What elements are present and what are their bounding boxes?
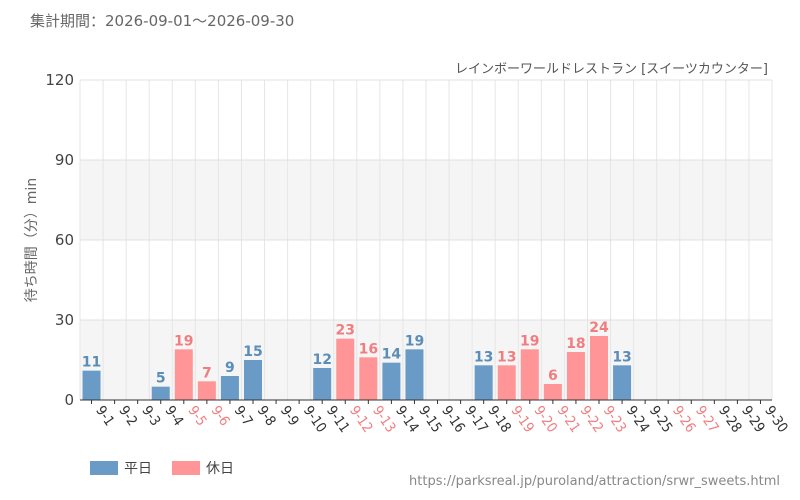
- x-tick-label-9-5: 9-5: [185, 403, 210, 429]
- bar-9-21: [543, 384, 562, 400]
- value-label-9-19: 13: [497, 349, 516, 365]
- bar-9-6: [197, 381, 216, 400]
- y-axis-label: 待ち時間（分）min: [24, 178, 40, 302]
- bar-9-11: [313, 368, 332, 400]
- chart-bars: [82, 336, 632, 400]
- y-tick-label: 60: [55, 231, 74, 249]
- bar-9-4: [151, 386, 170, 400]
- x-tick-label-9-6: 9-6: [208, 403, 233, 429]
- x-tick-label-9-19: 9-19: [507, 403, 537, 436]
- x-tick-label-9-22: 9-22: [577, 403, 607, 436]
- bar-9-12: [336, 338, 355, 400]
- x-tick-label-9-9: 9-9: [277, 403, 302, 429]
- x-tick-label-9-14: 9-14: [392, 403, 422, 436]
- bar-9-5: [174, 349, 193, 400]
- value-label-9-15: 19: [405, 333, 424, 349]
- value-label-9-1: 11: [82, 355, 101, 371]
- value-label-9-6: 7: [202, 365, 212, 381]
- x-tick-label-9-11: 9-11: [323, 403, 353, 436]
- bar-9-8: [244, 360, 262, 400]
- legend-item-holiday: 休日: [172, 458, 234, 478]
- source-url[interactable]: https://parksreal.jp/puroland/attraction…: [409, 474, 780, 489]
- x-tick-label-9-12: 9-12: [346, 403, 376, 436]
- x-tick-label-9-20: 9-20: [531, 403, 561, 436]
- x-tick-label-9-23: 9-23: [600, 403, 630, 436]
- legend-swatch-weekday: [90, 461, 118, 475]
- bar-9-13: [359, 357, 378, 400]
- x-tick-label-9-26: 9-26: [669, 403, 699, 436]
- bar-9-19: [497, 365, 516, 400]
- x-tick-label-9-30: 9-30: [761, 403, 791, 436]
- value-label-9-13: 16: [359, 341, 378, 357]
- chart-legend: 平日 休日: [90, 458, 234, 478]
- bar-9-1: [82, 370, 101, 400]
- value-label-9-21: 6: [548, 368, 558, 384]
- value-label-9-24: 13: [612, 349, 631, 365]
- x-tick-label-9-15: 9-15: [415, 403, 445, 436]
- x-tick-label-9-17: 9-17: [461, 403, 491, 436]
- bar-9-18: [474, 365, 493, 400]
- legend-swatch-holiday: [172, 461, 200, 475]
- x-tick-label-9-21: 9-21: [554, 403, 584, 436]
- x-tick-label-9-13: 9-13: [369, 403, 399, 436]
- x-tick-label-9-27: 9-27: [692, 403, 722, 436]
- x-tick-label-9-3: 9-3: [138, 403, 163, 429]
- bar-9-23: [590, 336, 608, 400]
- bar-9-14: [382, 362, 401, 400]
- value-label-9-8: 15: [243, 344, 262, 360]
- bar-9-24: [613, 365, 632, 400]
- value-label-9-18: 13: [474, 349, 493, 365]
- x-tick-label-9-25: 9-25: [646, 403, 676, 436]
- attraction-name: レインボーワールドレストラン [スイーツカウンター]: [454, 62, 768, 77]
- x-tick-label-9-10: 9-10: [300, 403, 330, 436]
- x-tick-label-9-18: 9-18: [484, 403, 514, 436]
- x-tick-label-9-2: 9-2: [115, 403, 140, 429]
- collection-period: 集計期間：2026-09-01～2026-09-30: [30, 12, 295, 30]
- x-axis-ticks: 9-19-29-39-49-59-69-79-89-99-109-119-129…: [91, 400, 791, 436]
- y-tick-label: 30: [55, 311, 74, 329]
- x-tick-label-9-1: 9-1: [92, 403, 117, 429]
- value-label-9-22: 18: [566, 336, 585, 352]
- legend-label-holiday: 休日: [206, 461, 234, 477]
- x-tick-label-9-4: 9-4: [161, 403, 186, 429]
- x-tick-label-9-7: 9-7: [231, 403, 256, 429]
- legend-item-weekday: 平日: [90, 458, 152, 478]
- y-tick-label: 120: [45, 71, 74, 89]
- y-axis-ticks: 0 30 60 90 120: [45, 71, 74, 409]
- value-label-9-23: 24: [589, 320, 609, 336]
- x-tick-label-9-24: 9-24: [623, 403, 653, 436]
- value-label-9-12: 23: [336, 323, 355, 339]
- value-label-9-4: 5: [156, 371, 166, 387]
- bar-9-20: [520, 349, 539, 400]
- y-tick-label: 0: [64, 391, 74, 409]
- x-tick-label-9-16: 9-16: [438, 403, 468, 436]
- legend-label-weekday: 平日: [124, 461, 152, 477]
- value-label-9-11: 12: [312, 352, 331, 368]
- value-label-9-14: 14: [382, 347, 402, 363]
- value-label-9-20: 19: [520, 333, 539, 349]
- value-label-9-5: 19: [174, 333, 193, 349]
- y-tick-label: 90: [55, 151, 74, 169]
- x-tick-label-9-28: 9-28: [715, 403, 745, 436]
- value-label-9-7: 9: [225, 360, 235, 376]
- bar-9-7: [220, 376, 239, 400]
- bar-9-22: [566, 352, 585, 400]
- bar-9-15: [405, 349, 424, 400]
- x-tick-label-9-29: 9-29: [738, 403, 768, 436]
- x-tick-label-9-8: 9-8: [254, 403, 279, 429]
